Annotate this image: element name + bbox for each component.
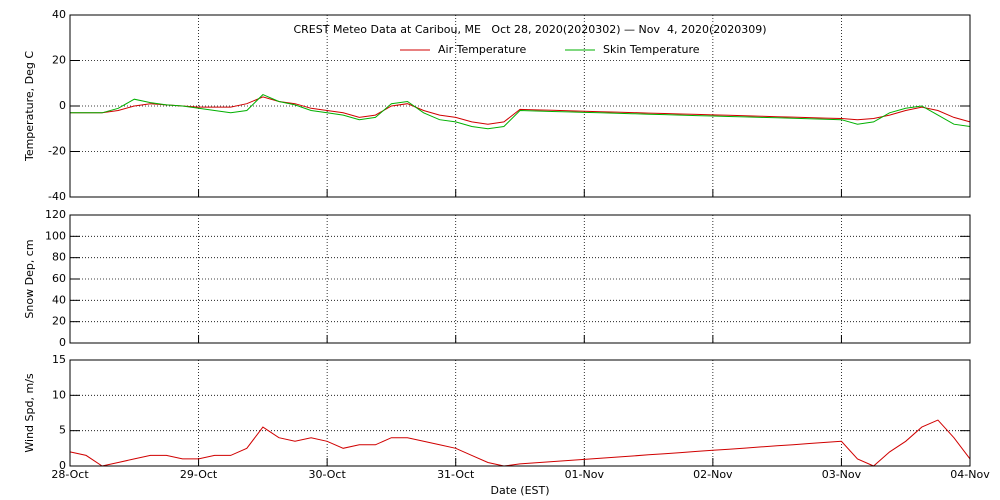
data-line xyxy=(70,96,971,125)
x-tick-label: 31-Oct xyxy=(437,468,475,481)
legend-label: Air Temperature xyxy=(438,43,527,56)
y-axis-label: Snow Dep, cm xyxy=(23,239,36,318)
y-tick-label: 60 xyxy=(52,272,66,285)
y-tick-label: -40 xyxy=(48,190,66,203)
y-tick-label: 100 xyxy=(45,229,66,242)
y-tick-label: 0 xyxy=(59,99,66,112)
y-tick-label: 10 xyxy=(52,388,66,401)
y-axis-label: Temperature, Deg C xyxy=(23,51,36,162)
data-line xyxy=(70,94,971,130)
y-tick-label: 5 xyxy=(59,424,66,437)
y-tick-label: 80 xyxy=(52,251,66,264)
x-tick-label: 30-Oct xyxy=(308,468,346,481)
x-axis-label: Date (EST) xyxy=(490,484,549,497)
y-tick-label: 40 xyxy=(52,293,66,306)
plot-frame xyxy=(69,359,971,467)
x-tick-label: 01-Nov xyxy=(565,468,605,481)
y-tick-label: 20 xyxy=(52,315,66,328)
y-tick-label: 0 xyxy=(59,336,66,349)
y-axis-label: Wind Spd, m/s xyxy=(23,373,36,453)
y-tick-label: 40 xyxy=(52,8,66,21)
x-tick-label: 02-Nov xyxy=(693,468,733,481)
y-tick-label: 0 xyxy=(59,459,66,472)
x-tick-label: 03-Nov xyxy=(822,468,862,481)
y-tick-label: 120 xyxy=(45,208,66,221)
legend-label: Skin Temperature xyxy=(603,43,700,56)
x-tick-label: 28-Oct xyxy=(51,468,89,481)
chart-title: CREST Meteo Data at Caribou, ME Oct 28, … xyxy=(293,23,766,36)
x-tick-label: 29-Oct xyxy=(180,468,218,481)
plot-frame xyxy=(69,14,971,198)
y-tick-label: 20 xyxy=(52,54,66,67)
y-tick-label: 15 xyxy=(52,353,66,366)
data-line xyxy=(69,419,971,467)
plot-frame xyxy=(69,214,971,344)
x-tick-label: 04-Nov xyxy=(950,468,990,481)
y-tick-label: -20 xyxy=(48,145,66,158)
